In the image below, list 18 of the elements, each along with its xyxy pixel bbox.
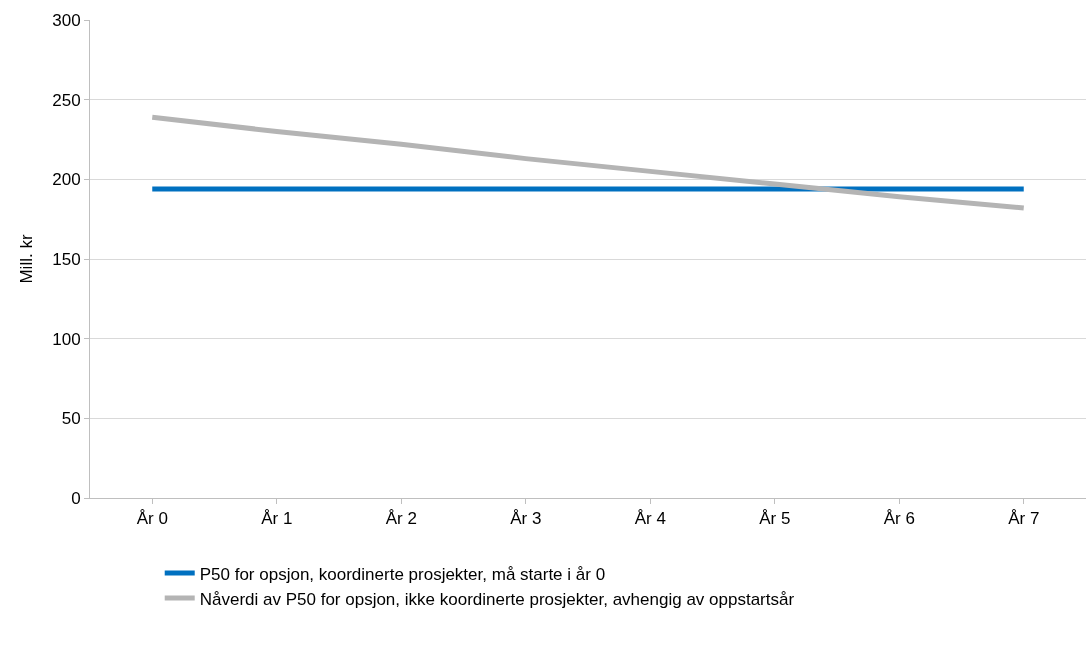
y-tick-label: 250 bbox=[52, 90, 81, 110]
x-tick-label: År 6 bbox=[883, 509, 915, 529]
legend-label: P50 for opsjon, koordinerte prosjekter, må starte i år 0 bbox=[199, 564, 606, 584]
y-tick-label: 200 bbox=[52, 170, 81, 190]
x-tick-label: År 7 bbox=[1008, 509, 1040, 529]
legend-label: Nåverdi av P50 for opsjon, ikke koordinerte prosjekter, avhengig av oppstartsår bbox=[199, 589, 795, 609]
x-tick-label: År 4 bbox=[634, 509, 666, 529]
y-tick-label: 300 bbox=[52, 10, 81, 30]
y-tick-label: 50 bbox=[61, 409, 81, 429]
y-tick-label: 0 bbox=[71, 488, 81, 508]
y-tick-label: 150 bbox=[52, 249, 81, 269]
x-tick-label: År 2 bbox=[385, 509, 417, 529]
x-tick-label: År 5 bbox=[759, 509, 791, 529]
x-tick-label: År 0 bbox=[136, 509, 168, 529]
x-tick-label: År 1 bbox=[261, 509, 293, 529]
y-axis-title: Mill. kr bbox=[16, 234, 36, 284]
x-tick-label: År 3 bbox=[510, 509, 542, 529]
y-tick-label: 100 bbox=[52, 329, 81, 349]
